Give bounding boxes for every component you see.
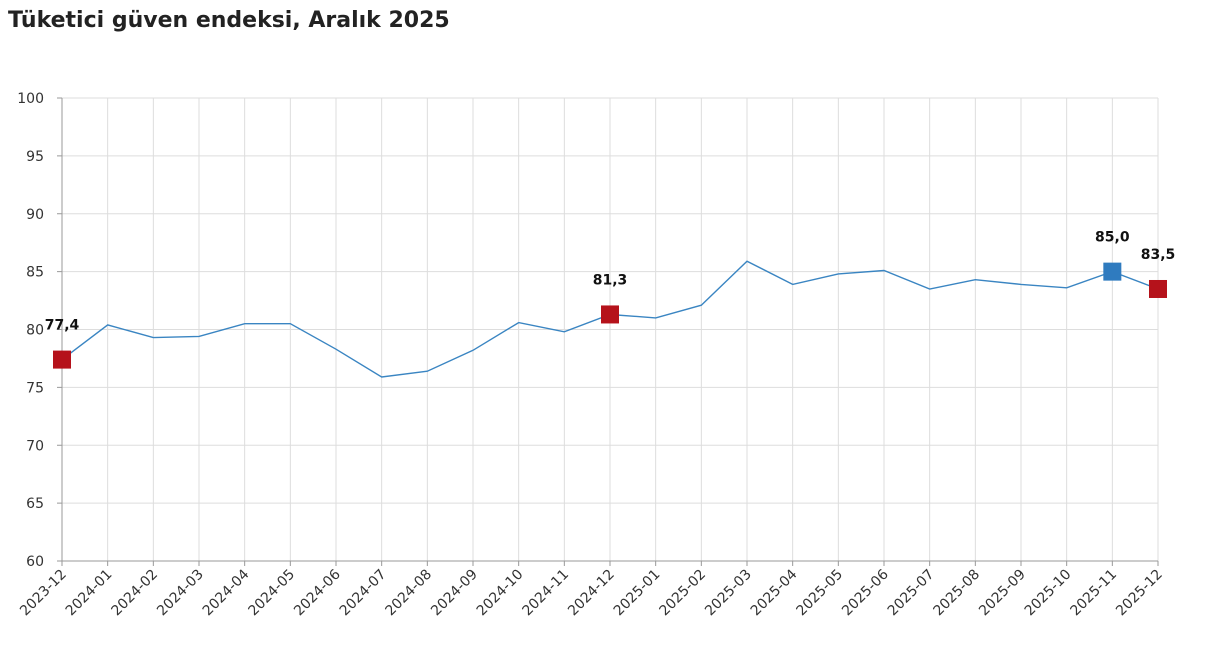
x-tick-label: 2024-01 [63, 567, 116, 620]
y-tick-label: 60 [26, 554, 44, 570]
x-tick-label: 2025-08 [930, 567, 983, 620]
x-tick-label: 2025-06 [839, 566, 892, 619]
x-tick-label: 2025-02 [656, 567, 709, 620]
x-tick-label: 2025-01 [611, 567, 664, 620]
x-tick-label: 2024-02 [108, 567, 161, 620]
x-tick-label: 2025-07 [885, 567, 938, 620]
x-tick-label: 2025-12 [1113, 567, 1166, 620]
x-tick-label: 2024-03 [154, 567, 207, 620]
x-tick-label: 2024-04 [200, 566, 253, 619]
x-tick-label: 2025-11 [1067, 567, 1120, 620]
x-tick-label: 2024-10 [474, 567, 527, 620]
y-tick-label: 75 [26, 380, 44, 396]
data-label: 81,3 [593, 272, 628, 288]
y-tick-label: 95 [26, 149, 44, 165]
highlight-marker [601, 305, 619, 324]
label-layer: 77,4 81,3 85,0 83,5 [45, 230, 1176, 334]
axis-layer: 60 65 70 75 80 85 90 95 100 2023-122024-012024-02… [17, 91, 1166, 619]
x-tick-label: 2024-07 [337, 567, 390, 620]
x-tick-label: 2024-12 [565, 567, 618, 620]
x-tick-label: 2024-06 [291, 566, 344, 619]
x-tick-label: 2024-09 [428, 567, 481, 620]
y-tick-label: 65 [26, 496, 44, 512]
y-tick-label: 70 [26, 438, 44, 454]
x-tick-label: 2023-12 [17, 567, 70, 620]
x-tick-label: 2025-04 [748, 566, 801, 619]
data-label: 83,5 [1141, 247, 1176, 263]
x-tick-label: 2024-08 [382, 567, 435, 620]
y-tick-label: 80 [26, 323, 44, 339]
highlight-marker [1149, 279, 1167, 298]
data-label: 77,4 [45, 318, 80, 334]
x-tick-label: 2025-03 [702, 567, 755, 620]
highlight-marker [53, 350, 71, 369]
x-tick-label: 2025-09 [976, 567, 1029, 620]
x-tick-label: 2024-05 [245, 567, 298, 620]
y-tick-label: 85 [26, 265, 44, 281]
marker-layer [53, 262, 1167, 369]
y-tick-label: 90 [26, 207, 44, 223]
chart-title: Tüketici güven endeksi, Aralık 2025 [8, 8, 450, 33]
x-tick-label: 2024-11 [519, 567, 572, 620]
highlight-marker [1103, 262, 1122, 281]
data-label: 85,0 [1095, 230, 1130, 246]
x-tick-label: 2025-10 [1022, 567, 1075, 620]
x-tick-label: 2025-05 [793, 567, 846, 620]
y-tick-label: 100 [17, 91, 44, 107]
